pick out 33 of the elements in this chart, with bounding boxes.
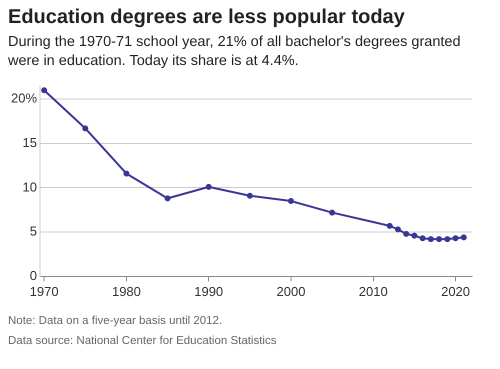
point [420,235,426,242]
point [246,192,253,199]
x-tick-label: 2000 [276,284,306,299]
source-note: Data source: National Center for Education Statistics [8,334,278,349]
point [206,184,212,190]
chart-subtitle: During the 1970-71 school year, 21% of all bachelor's degrees granted were in education. Today its share is at 4.4%. [8,33,462,71]
point [288,198,294,204]
point [82,125,88,132]
y-tick-label: 0 [30,268,38,283]
point [123,170,130,177]
y-tick-label: 5 [30,224,38,239]
text: Note: Data on a five-year basis until 2012. [8,314,224,329]
chart-title: Education degrees are less popular today [8,6,406,29]
point [164,195,171,202]
point [394,226,401,232]
point [403,230,410,237]
x-tick-label: 2020 [441,284,470,299]
point [444,236,450,242]
point [452,235,459,242]
y-tick-label: 15 [22,135,38,150]
x-tick-label: 1970 [30,284,59,299]
point [428,236,434,242]
y-tick-label: 20% [10,90,38,106]
point [386,222,393,229]
point [41,87,48,94]
x-tick-label: 1990 [194,284,224,299]
point [329,210,336,216]
point [436,236,442,242]
x-tick-label: 2010 [358,284,388,299]
y-tick-label: 10 [22,179,38,194]
point [460,234,467,240]
point [411,232,418,239]
x-tick-label: 1980 [112,284,141,299]
